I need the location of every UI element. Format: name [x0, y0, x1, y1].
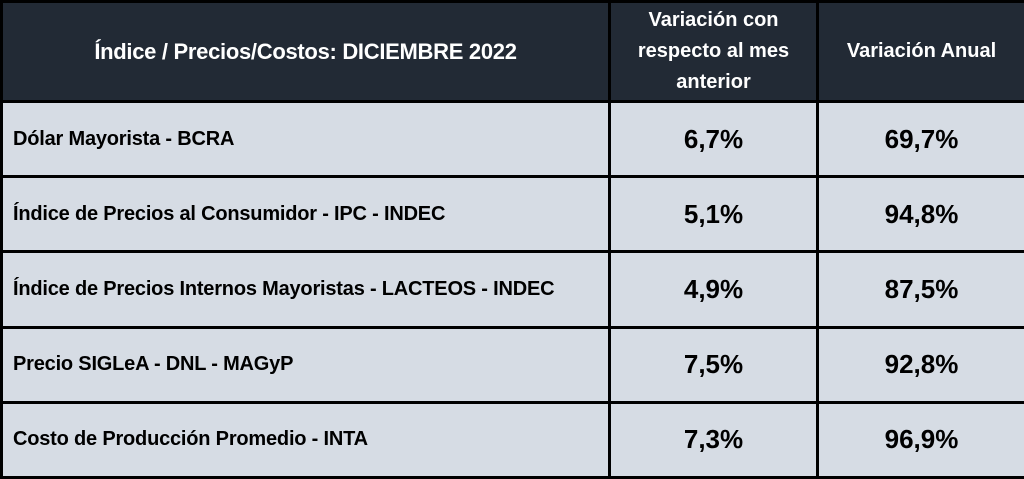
header-monthly-variation-column: Variación con respecto al mes anterior	[608, 0, 819, 103]
row-monthly-variation: 7,3%	[608, 400, 819, 479]
row-monthly-variation: 6,7%	[608, 99, 819, 179]
table-header: Índice / Precios/Costos: DICIEMBRE 2022 …	[0, 0, 1024, 103]
header-monthly-line-2: respecto al mes	[637, 40, 790, 62]
header-index-column: Índice / Precios/Costos: DICIEMBRE 2022	[0, 0, 611, 103]
row-index-name: Precio SIGLeA - DNL - MAGyP	[0, 325, 611, 404]
row-annual-variation: 69,7%	[816, 99, 1024, 179]
row-monthly-variation: 4,9%	[608, 250, 819, 329]
header-monthly-line-3: anterior	[676, 71, 751, 93]
table-row: Índice de Precios Internos Mayoristas - …	[0, 250, 1024, 329]
row-annual-variation: 96,9%	[816, 400, 1024, 479]
table-row: Costo de Producción Promedio - INTA 7,3%…	[0, 400, 1024, 479]
header-annual-variation-column: Variación Anual	[816, 0, 1024, 103]
row-monthly-variation: 7,5%	[608, 325, 819, 404]
row-index-name: Costo de Producción Promedio - INTA	[0, 400, 611, 479]
table-row: Índice de Precios al Consumidor - IPC - …	[0, 175, 1024, 254]
row-index-name: Índice de Precios al Consumidor - IPC - …	[0, 175, 611, 254]
row-annual-variation: 92,8%	[816, 325, 1024, 404]
header-row: Índice / Precios/Costos: DICIEMBRE 2022 …	[0, 0, 1024, 103]
row-index-name: Índice de Precios Internos Mayoristas - …	[0, 250, 611, 329]
row-annual-variation: 87,5%	[816, 250, 1024, 329]
row-monthly-variation: 5,1%	[608, 175, 819, 254]
row-annual-variation: 94,8%	[816, 175, 1024, 254]
table-body: Dólar Mayorista - BCRA 6,7% 69,7% Índice…	[0, 99, 1024, 479]
table-row: Dólar Mayorista - BCRA 6,7% 69,7%	[0, 99, 1024, 179]
row-index-name: Dólar Mayorista - BCRA	[0, 99, 611, 179]
header-monthly-line-1: Variación con	[648, 9, 779, 31]
table-row: Precio SIGLeA - DNL - MAGyP 7,5% 92,8%	[0, 325, 1024, 404]
